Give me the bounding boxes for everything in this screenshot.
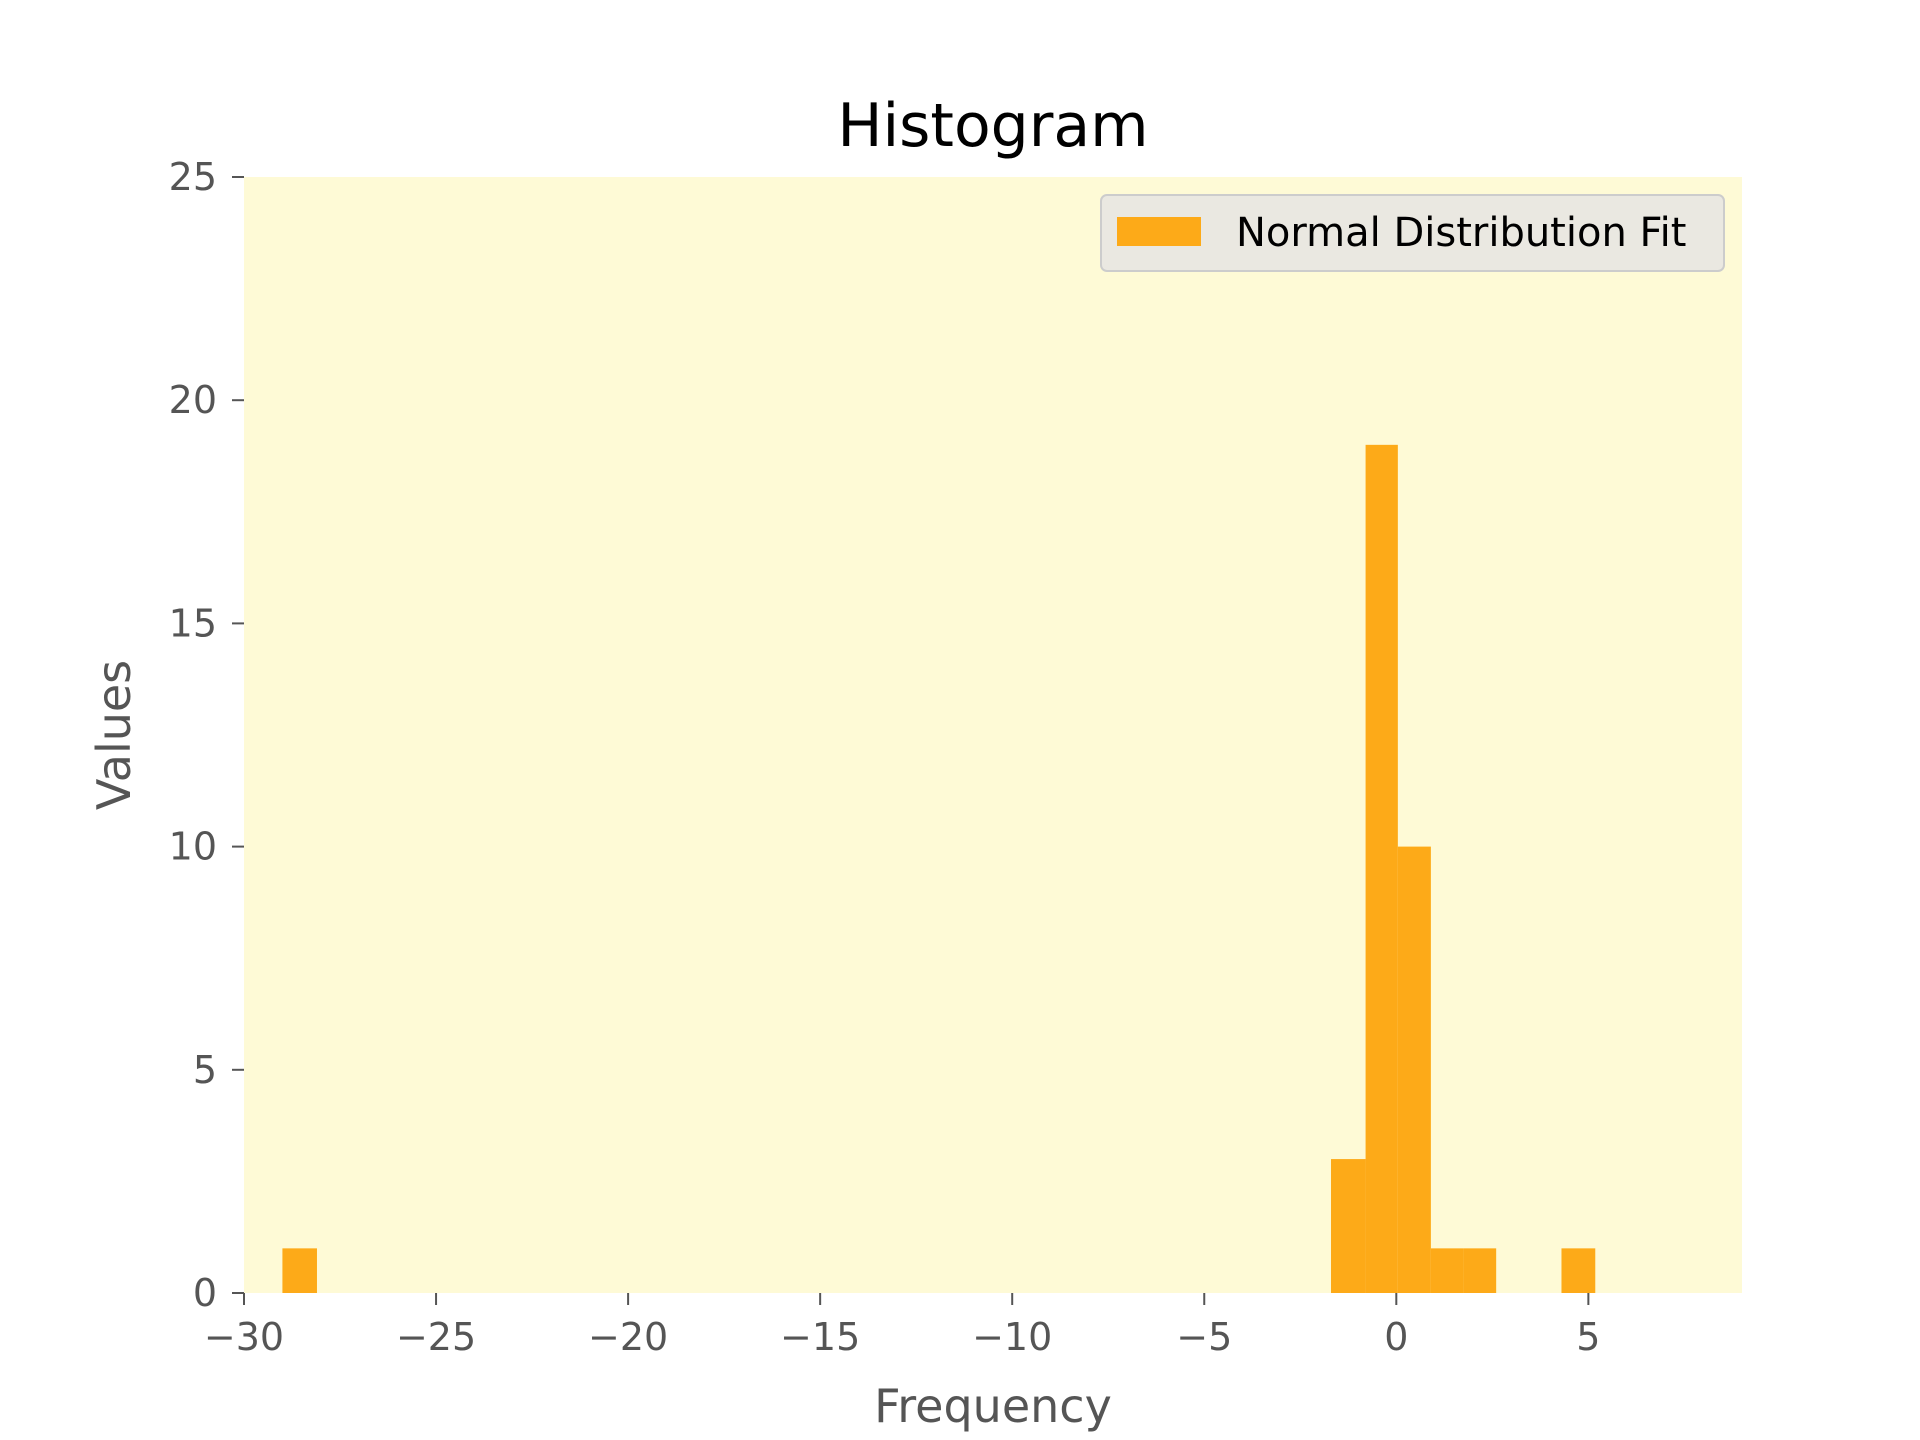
chart-title: Histogram [837,91,1148,161]
plot-area [244,177,1742,1293]
y-tick-label: 0 [193,1271,217,1315]
x-tick-label: −5 [1176,1315,1232,1359]
x-tick-label: 5 [1576,1315,1600,1359]
x-tick-label: −20 [588,1315,668,1359]
legend: Normal Distribution Fit [1100,194,1725,272]
y-tick-label: 10 [169,825,217,869]
histogram-bar [1397,846,1431,1293]
histogram-bar [1365,444,1398,1294]
x-tick-label: −25 [396,1315,476,1359]
legend-box [1100,194,1725,272]
histogram-bar [1331,1159,1366,1293]
x-tick-label: −15 [780,1315,860,1359]
y-axis-ticks: 0 5 10 15 20 25 [169,155,244,1315]
y-axis-label: Values [87,660,141,810]
histogram-bar [1561,1248,1596,1293]
x-axis-label: Frequency [874,1379,1112,1433]
y-tick-label: 25 [169,155,217,199]
bars-group [282,444,1596,1294]
x-tick-label: −30 [204,1315,284,1359]
x-axis-ticks: −30 −25 −20 −15 −10 −5 0 5 [204,1293,1600,1359]
x-tick-label: 0 [1384,1315,1408,1359]
legend-swatch [1117,217,1201,246]
y-tick-label: 15 [169,601,217,645]
histogram-bar [1463,1248,1497,1293]
x-tick-label: −10 [972,1315,1052,1359]
y-tick-label: 20 [169,378,217,422]
y-tick-label: 5 [193,1048,217,1092]
legend-label: Normal Distribution Fit [1236,210,1686,256]
histogram-bar [1430,1248,1464,1293]
histogram-bar [282,1248,317,1293]
